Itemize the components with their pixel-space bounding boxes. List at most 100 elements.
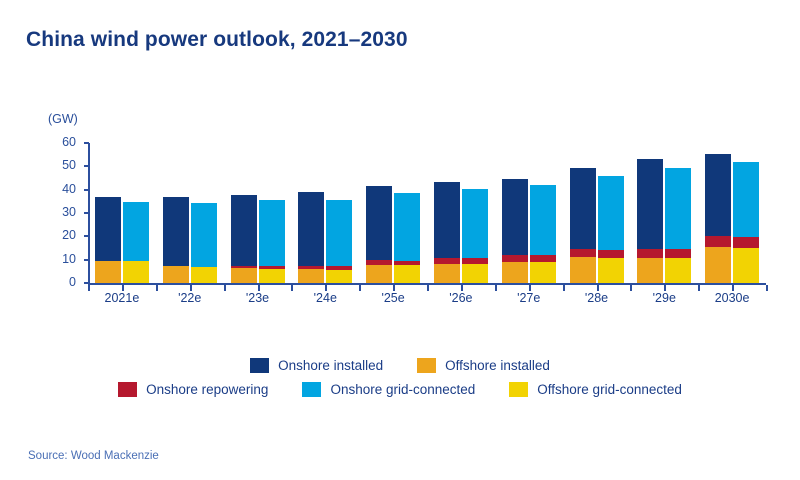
bar-segment-offshore-installed [94, 261, 121, 283]
bar-segment-offshore-grid-connected [190, 266, 217, 283]
bar-24e-installed[interactable] [298, 143, 325, 283]
bar-segment-onshore-grid-connected [122, 202, 149, 262]
bar-28e-installed[interactable] [569, 143, 596, 283]
bar-29e-grid-connected[interactable] [665, 143, 692, 283]
legend-label: Onshore grid-connected [330, 382, 476, 397]
legend-item-offshore-grid-connected[interactable]: Offshore grid-connected [509, 382, 682, 397]
y-tick-label: 40 [62, 181, 76, 196]
legend-swatch-icon [302, 382, 322, 397]
bar-25e-grid-connected[interactable] [394, 143, 421, 283]
legend-label: Offshore installed [445, 358, 550, 373]
bar-23e-grid-connected[interactable] [258, 143, 285, 283]
legend-item-onshore-installed[interactable]: Onshore installed [250, 358, 383, 373]
bar-segment-onshore-repowering [394, 260, 421, 266]
y-axis-line [88, 143, 90, 284]
bar-segment-onshore-installed [569, 168, 596, 249]
bar-2030e-installed[interactable] [705, 143, 732, 283]
bar-26e-installed[interactable] [433, 143, 460, 283]
x-tick-mark [325, 285, 328, 291]
bar-27e-grid-connected[interactable] [529, 143, 556, 283]
bar-segment-onshore-repowering [326, 265, 353, 270]
legend-label: Onshore installed [278, 358, 384, 373]
bar-segment-offshore-installed [637, 257, 664, 283]
x-tick-mark [698, 285, 701, 291]
legend-swatch-icon [509, 382, 529, 397]
bar-segment-onshore-installed [230, 195, 257, 266]
legend-item-offshore-installed[interactable]: Offshore installed [417, 358, 550, 373]
y-tick-mark [84, 258, 89, 261]
x-tick-mark [359, 285, 362, 291]
x-tick-label: '25e [381, 291, 405, 305]
x-tick-mark [562, 285, 565, 291]
x-tick-mark [121, 285, 124, 291]
bar-segment-offshore-installed [230, 268, 257, 283]
bar-segment-onshore-grid-connected [665, 168, 692, 250]
source-note: Source: Wood Mackenzie [28, 450, 159, 462]
chart-plot-area: (GW) 0 10 20 30 40 50 60 2021e '22e '23e '24e '25e… [48, 112, 768, 305]
bar-26e-grid-connected[interactable] [461, 143, 488, 283]
legend-swatch-icon [250, 358, 270, 373]
bar-segment-onshore-repowering [501, 254, 528, 262]
chart-legend: Onshore installed Offshore installed Onsh… [0, 358, 800, 406]
x-tick-mark [460, 285, 463, 291]
bar-24e-grid-connected[interactable] [326, 143, 353, 283]
x-tick-mark [664, 285, 667, 291]
legend-item-onshore-repowering[interactable]: Onshore repowering [118, 382, 268, 397]
bar-27e-installed[interactable] [501, 143, 528, 283]
bar-2021e-grid-connected[interactable] [122, 143, 149, 283]
bar-segment-offshore-installed [298, 269, 325, 283]
bar-segment-onshore-grid-connected [394, 193, 421, 261]
y-tick-label: 50 [62, 158, 76, 173]
bar-segment-onshore-repowering [665, 249, 692, 259]
x-tick-mark [494, 285, 497, 291]
bar-segment-offshore-grid-connected [122, 261, 149, 283]
y-tick-label: 60 [62, 135, 76, 149]
bar-segment-onshore-grid-connected [461, 188, 488, 259]
bar-segment-offshore-installed [433, 263, 460, 283]
x-tick-label: '24e [313, 291, 337, 305]
bar-2021e-installed[interactable] [94, 143, 121, 283]
x-tick-mark [291, 285, 294, 291]
x-tick-mark [732, 285, 735, 291]
bar-segment-offshore-grid-connected [733, 248, 760, 283]
bar-segment-onshore-grid-connected [529, 184, 556, 256]
bar-segment-onshore-repowering [366, 260, 393, 265]
x-tick-mark [427, 285, 429, 291]
bar-segment-onshore-installed [162, 197, 189, 266]
bar-segment-onshore-repowering [637, 248, 664, 258]
legend-row-secondary: Onshore repowering Onshore grid-connected… [0, 382, 800, 397]
bar-22e-grid-connected[interactable] [190, 143, 217, 283]
legend-swatch-icon [417, 358, 437, 373]
bar-segment-onshore-repowering [597, 250, 624, 259]
y-axis-unit-label: (GW) [48, 112, 78, 126]
bar-segment-onshore-repowering [733, 237, 760, 248]
bar-28e-grid-connected[interactable] [597, 143, 624, 283]
x-tick-label: '26e [449, 291, 473, 305]
x-tick-label: '27e [517, 291, 541, 305]
bar-2030e-grid-connected[interactable] [733, 143, 760, 283]
y-tick-label: 20 [62, 228, 76, 243]
x-tick-mark [766, 285, 768, 291]
bar-22e-installed[interactable] [162, 143, 189, 283]
bar-segment-onshore-grid-connected [326, 199, 353, 266]
bar-23e-installed[interactable] [230, 143, 257, 283]
x-tick-label: '22e [178, 291, 202, 305]
x-tick-mark [223, 285, 226, 291]
bar-segment-offshore-installed [366, 264, 393, 283]
legend-swatch-icon [118, 382, 138, 397]
bar-segment-onshore-repowering [705, 236, 732, 248]
bar-segment-onshore-installed [705, 154, 732, 237]
bar-29e-installed[interactable] [637, 143, 664, 283]
x-tick-mark [528, 285, 531, 291]
y-tick-mark [84, 235, 89, 238]
y-tick-mark [84, 212, 89, 214]
legend-item-onshore-grid-connected[interactable]: Onshore grid-connected [302, 382, 475, 397]
bar-25e-installed[interactable] [366, 143, 393, 283]
bar-segment-onshore-repowering [461, 258, 488, 265]
bar-segment-onshore-installed [433, 182, 460, 258]
page-title: China wind power outlook, 2021–2030 [26, 28, 408, 51]
bar-segment-onshore-repowering [298, 265, 325, 270]
y-tick-label: 0 [69, 275, 76, 289]
x-tick-mark [630, 285, 633, 291]
bar-segment-onshore-grid-connected [733, 162, 760, 238]
